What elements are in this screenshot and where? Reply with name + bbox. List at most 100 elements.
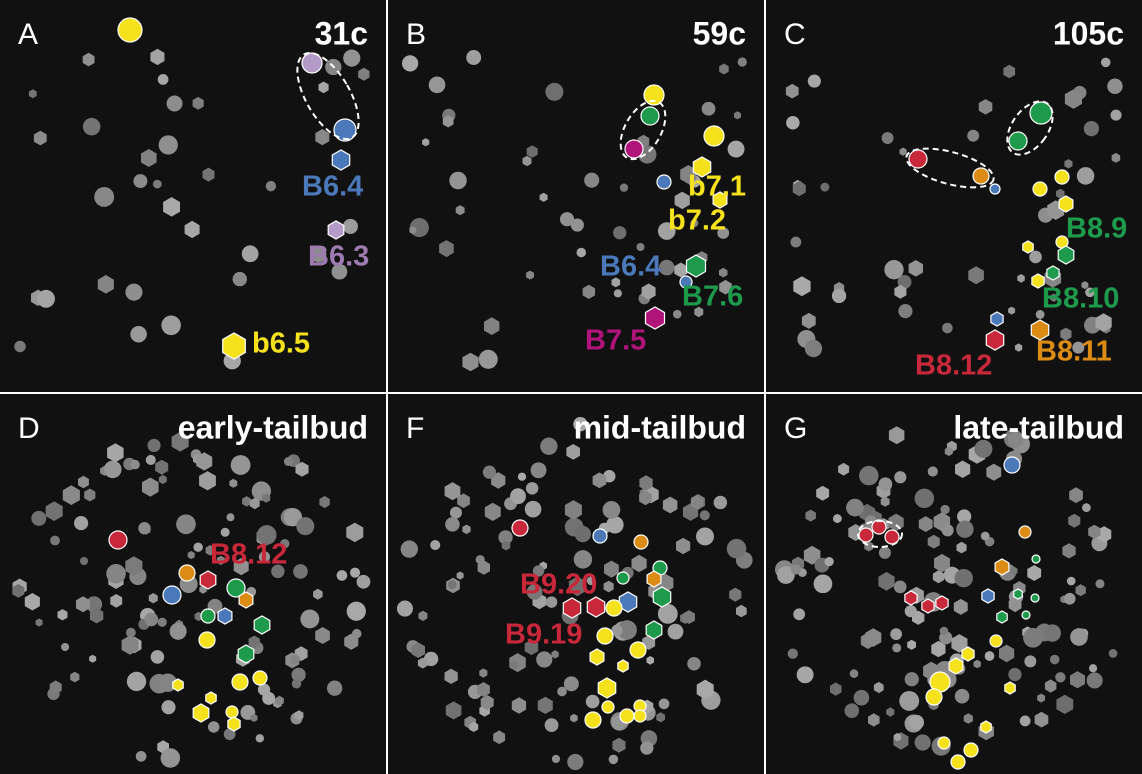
cell-label: b7.2 xyxy=(668,205,726,237)
cell xyxy=(808,75,821,88)
cell-marker xyxy=(872,520,886,534)
cell-marker xyxy=(1019,526,1031,538)
cell xyxy=(797,666,814,683)
cell-marker xyxy=(206,692,216,704)
cell xyxy=(790,237,801,248)
cell-marker xyxy=(199,632,215,648)
cell-marker xyxy=(201,609,215,623)
cell xyxy=(620,183,628,191)
cell-marker xyxy=(704,126,724,146)
cell-marker xyxy=(1031,594,1039,602)
cell xyxy=(576,248,586,258)
cell-marker xyxy=(1058,246,1074,264)
cell-label: B7.6 xyxy=(682,281,743,313)
cell-marker xyxy=(218,608,232,624)
cell xyxy=(14,341,25,352)
cell xyxy=(466,50,481,65)
stage-label: early-tailbud xyxy=(178,409,368,445)
stage-label: 31c xyxy=(315,15,368,51)
cell-marker xyxy=(512,520,528,536)
cell xyxy=(850,669,859,678)
cell xyxy=(445,517,460,532)
cell-marker xyxy=(606,600,622,616)
cell-label: B6.4 xyxy=(600,251,661,283)
cell-marker xyxy=(909,150,927,168)
cell xyxy=(845,703,860,718)
cell xyxy=(955,569,973,587)
cell xyxy=(479,350,498,369)
cell xyxy=(894,471,906,483)
cell-marker xyxy=(1022,611,1030,619)
cell-marker xyxy=(982,589,994,603)
cell xyxy=(552,755,560,763)
cell xyxy=(879,547,891,559)
cell xyxy=(327,681,342,696)
cell-marker xyxy=(1030,102,1052,124)
cell-marker xyxy=(905,591,917,605)
cell xyxy=(854,690,870,706)
cell xyxy=(640,741,653,754)
cell xyxy=(603,501,621,519)
cell xyxy=(343,219,358,234)
stage-label: mid-tailbud xyxy=(574,409,746,445)
cell xyxy=(1101,58,1111,68)
cell xyxy=(300,610,319,629)
cell-marker xyxy=(859,528,873,542)
cell xyxy=(449,172,466,189)
cell xyxy=(560,212,574,226)
cell-marker xyxy=(885,530,899,544)
cell-marker xyxy=(936,596,948,610)
cell xyxy=(905,672,919,686)
cell xyxy=(882,132,894,144)
cell xyxy=(728,141,745,158)
cell-marker xyxy=(981,721,991,733)
cell xyxy=(159,135,178,154)
cell xyxy=(899,691,919,711)
cell-marker xyxy=(179,565,195,581)
cell-marker xyxy=(687,255,706,277)
cell xyxy=(151,650,165,664)
cell xyxy=(825,557,834,566)
cell-label: b6.5 xyxy=(252,328,310,360)
cell xyxy=(540,438,557,455)
cell xyxy=(146,455,156,465)
cell xyxy=(266,181,276,191)
cell xyxy=(928,466,938,476)
cell xyxy=(161,700,175,714)
cell xyxy=(894,581,907,594)
cell xyxy=(293,564,308,579)
cell xyxy=(545,718,559,732)
cell xyxy=(153,180,162,189)
cell xyxy=(176,514,196,534)
cell xyxy=(343,50,360,67)
cell-marker xyxy=(1033,182,1047,196)
cell xyxy=(448,580,457,589)
panel-letter: C xyxy=(784,18,806,51)
panel-letter: D xyxy=(18,412,40,445)
cell-marker xyxy=(657,175,671,189)
cell xyxy=(545,83,563,101)
cell xyxy=(518,473,526,481)
cell-label: B8.12 xyxy=(915,350,992,382)
cell-marker xyxy=(602,701,614,713)
cell xyxy=(1082,503,1091,512)
cell xyxy=(696,527,714,545)
cell xyxy=(347,602,366,621)
cell xyxy=(820,183,829,192)
cell xyxy=(879,477,893,491)
cell-marker xyxy=(634,535,648,549)
cell xyxy=(738,57,747,66)
cell-marker xyxy=(986,330,1003,350)
cell xyxy=(940,627,949,636)
cell xyxy=(668,624,684,640)
cell-marker xyxy=(563,598,580,618)
cell-marker xyxy=(328,221,344,239)
cell-marker xyxy=(226,706,238,718)
cell-marker xyxy=(173,679,183,691)
cell xyxy=(37,290,55,308)
cell xyxy=(450,507,462,519)
cell-marker xyxy=(1055,170,1069,184)
stage-label: late-tailbud xyxy=(953,409,1124,445)
cell xyxy=(1077,167,1095,185)
cell-marker xyxy=(1014,589,1023,599)
